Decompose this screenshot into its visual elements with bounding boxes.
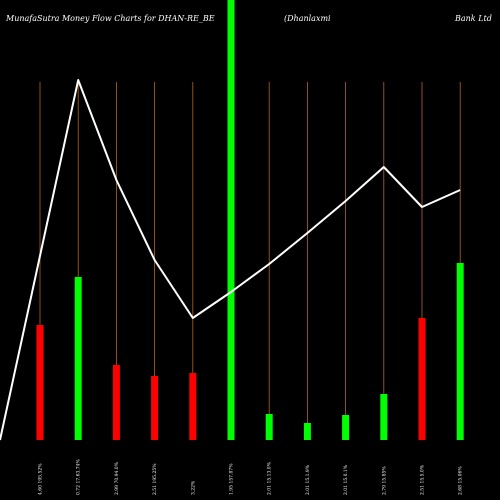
- bar: [265, 414, 273, 440]
- chart-title-left: MunafaSutra Money Flow Charts for DHAN-R…: [5, 14, 215, 23]
- x-tick-label: 2.51 195.25%: [152, 463, 158, 495]
- x-tick-label: 3.22%: [190, 480, 196, 495]
- x-tick-label: 2.99 70.94.0%: [114, 461, 120, 495]
- price-line: [0, 79, 461, 441]
- x-tick-label: 4.60 195.52%: [38, 463, 44, 495]
- x-tick-labels: 4.60 195.52% 0.72 17.63.74% 2.99 70.94.0% 2…: [38, 459, 464, 495]
- bar: [189, 373, 197, 440]
- chart-title-right: Bank Ltd: [454, 14, 492, 23]
- x-tick-label: 2.51 15.5.0%: [420, 464, 426, 495]
- x-tick-label: 2.68 15.06%: [458, 466, 464, 495]
- x-tick-label: 0.72 17.63.74%: [76, 459, 82, 495]
- bar: [74, 277, 82, 440]
- bar: [227, 0, 235, 440]
- bar-series: [36, 0, 464, 440]
- bar: [456, 263, 464, 440]
- guide-lines: [39, 82, 461, 440]
- x-tick-label: 2.79 15.85%: [381, 466, 387, 495]
- bar: [342, 415, 350, 440]
- bar: [380, 394, 388, 440]
- x-tick-label: 1.95 157.87%: [229, 463, 235, 495]
- chart-title-mid: (Dhanlaxmi: [284, 14, 331, 23]
- x-tick-label: 2.01 15.1.9%: [305, 464, 311, 495]
- x-tick-label: 2.01 15.13.0%: [267, 461, 273, 495]
- bar: [151, 376, 159, 440]
- bar: [36, 325, 44, 440]
- price-line-series: [0, 79, 461, 441]
- bar: [112, 365, 120, 440]
- bar: [418, 318, 426, 440]
- bar: [303, 423, 311, 440]
- x-tick-label: 2.01 15.0.1%: [343, 464, 349, 495]
